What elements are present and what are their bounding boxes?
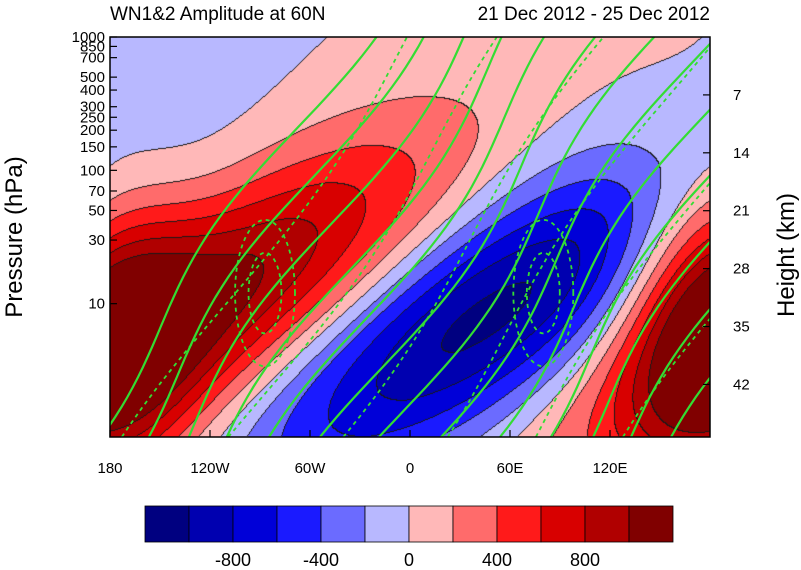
amplitude-contour-fill bbox=[110, 37, 710, 437]
colorbar-swatch bbox=[452, 505, 498, 543]
dashed-contour-oval bbox=[512, 218, 575, 368]
height-tick-label: 14 bbox=[733, 145, 750, 162]
solid-contour-line bbox=[592, 240, 710, 437]
pressure-tick-label: 30 bbox=[88, 232, 105, 249]
dashed-contour-line bbox=[121, 37, 408, 437]
height-tick-label: 7 bbox=[733, 87, 741, 104]
pressure-tick-label: 70 bbox=[88, 183, 105, 200]
pressure-tick-label: 50 bbox=[88, 202, 105, 219]
dashed-contour-line bbox=[342, 37, 605, 437]
solid-contour-line bbox=[549, 173, 710, 437]
pressure-tick-label: 400 bbox=[80, 82, 105, 99]
colorbar-swatch bbox=[408, 505, 454, 543]
pressure-tick-label: 500 bbox=[80, 69, 105, 86]
solid-contour-line bbox=[110, 37, 378, 427]
longitude-tick-label: 60E bbox=[497, 460, 524, 477]
colorbar-swatch bbox=[540, 505, 586, 543]
height-tick-label: 21 bbox=[733, 203, 750, 220]
longitude-tick-label: 0 bbox=[406, 460, 414, 477]
colorbar-label: 400 bbox=[482, 550, 512, 570]
colorbar-swatch bbox=[320, 505, 366, 543]
longitude-tick-label: 120E bbox=[592, 460, 627, 477]
height-tick-label: 35 bbox=[733, 319, 750, 336]
colorbar-label: 800 bbox=[570, 550, 600, 570]
height-axis: 7 14 21 28 35 42 bbox=[703, 87, 750, 393]
solid-contour-line bbox=[268, 37, 545, 437]
pressure-tick-label: 100 bbox=[80, 162, 105, 179]
pressure-tick-label: 700 bbox=[80, 50, 105, 67]
colorbar-swatch bbox=[496, 505, 542, 543]
y-axis-title-right: Height (km) bbox=[773, 193, 800, 317]
colorbar-swatch bbox=[144, 505, 190, 543]
solid-contour-line bbox=[187, 37, 465, 437]
longitude-axis: 180 120W 60W 0 60E 120E bbox=[97, 430, 628, 477]
height-tick-label: 28 bbox=[733, 261, 750, 278]
colorbar-swatch bbox=[584, 505, 630, 543]
chart-title: WN1&2 Amplitude at 60N bbox=[110, 4, 325, 25]
solid-contour-line bbox=[499, 108, 710, 437]
colorbar-swatch bbox=[188, 505, 234, 543]
pressure-tick-label: 10 bbox=[88, 296, 105, 313]
dashed-contour-oval bbox=[234, 218, 296, 368]
dashed-contour-line bbox=[622, 317, 710, 437]
pressure-tick-label: 150 bbox=[80, 139, 105, 156]
colorbar-swatch bbox=[276, 505, 322, 543]
colorbar-label: -800 bbox=[215, 550, 251, 570]
pressure-tick-label: 1000 bbox=[72, 29, 105, 46]
solid-contour-line bbox=[440, 42, 710, 437]
solid-contour-line bbox=[225, 37, 503, 437]
longitude-tick-label: 180 bbox=[97, 460, 122, 477]
chart-subtitle: 21 Dec 2012 - 25 Dec 2012 bbox=[478, 4, 710, 25]
solid-contour-line bbox=[147, 37, 425, 437]
colorbar-swatch bbox=[232, 505, 278, 543]
pressure-tick-label: 300 bbox=[80, 99, 105, 116]
solid-contour-line bbox=[378, 37, 656, 437]
y-axis-title-left: Pressure (hPa) bbox=[1, 156, 28, 317]
pressure-tick-label: 850 bbox=[80, 38, 105, 55]
plot-area bbox=[110, 37, 710, 437]
green-contour-lines bbox=[110, 37, 710, 437]
pressure-tick-label: 200 bbox=[80, 122, 105, 139]
pressure-tick-label: 250 bbox=[80, 109, 105, 126]
solid-contour-line bbox=[630, 307, 710, 437]
colorbar-label: -400 bbox=[303, 550, 339, 570]
longitude-tick-label: 60W bbox=[295, 460, 327, 477]
colorbar-swatch bbox=[628, 505, 674, 543]
longitude-tick-label: 120W bbox=[190, 460, 230, 477]
colorbar-swatch bbox=[364, 505, 410, 543]
colorbar-label: 0 bbox=[404, 550, 414, 570]
height-tick-label: 42 bbox=[733, 376, 750, 393]
dashed-contour-line bbox=[535, 181, 710, 437]
colorbar: -800 -400 0 400 800 bbox=[144, 505, 674, 570]
